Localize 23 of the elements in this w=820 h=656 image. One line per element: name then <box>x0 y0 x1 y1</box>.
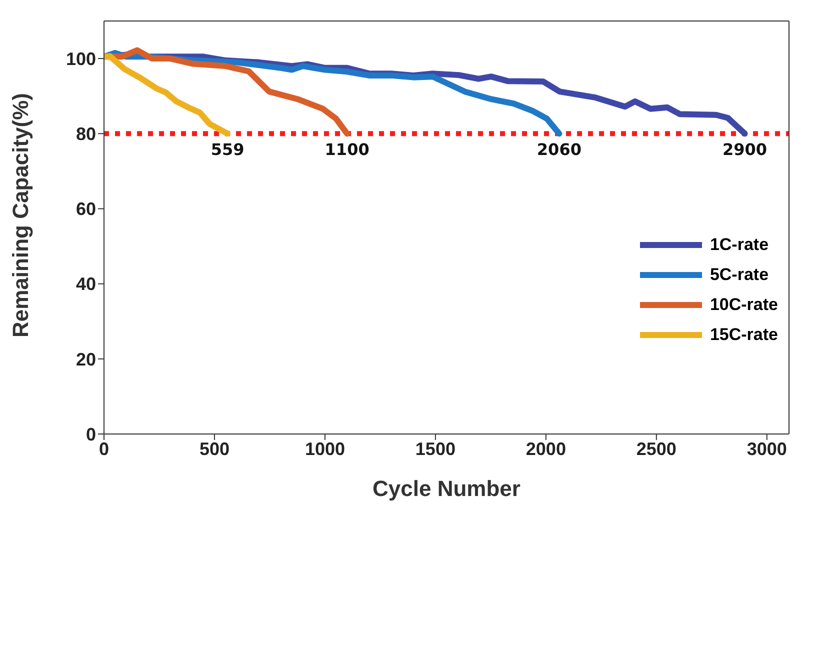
y-tick-label: 40 <box>76 274 96 294</box>
annotation: 2900 <box>722 140 768 159</box>
annotation: 2060 <box>536 140 582 159</box>
y-tick-label: 60 <box>76 199 96 220</box>
x-tick-label: 1000 <box>304 438 345 459</box>
x-axis-title: Cycle Number <box>372 476 521 501</box>
y-tick-label: 80 <box>76 124 96 144</box>
x-tick-label: 500 <box>199 438 230 459</box>
legend-label: 5C-rate <box>710 265 769 285</box>
x-tick-label: 2000 <box>526 438 566 459</box>
y-tick-label: 20 <box>76 349 96 370</box>
legend-label: 15C-rate <box>710 325 778 345</box>
annotation: 1100 <box>324 140 370 159</box>
legend-label: 10C-rate <box>710 295 778 315</box>
x-tick-label: 1500 <box>415 438 456 459</box>
x-tick-label: 3000 <box>746 438 787 459</box>
x-tick-label: 2500 <box>636 438 676 459</box>
annotation: 559 <box>210 140 244 159</box>
x-tick-label: 0 <box>98 438 110 459</box>
y-tick-label: 100 <box>66 48 96 69</box>
legend-label: 1C-rate <box>710 235 769 255</box>
y-axis-title: Remaining Capacity(%) <box>8 93 33 338</box>
y-tick-label: 0 <box>86 424 96 444</box>
